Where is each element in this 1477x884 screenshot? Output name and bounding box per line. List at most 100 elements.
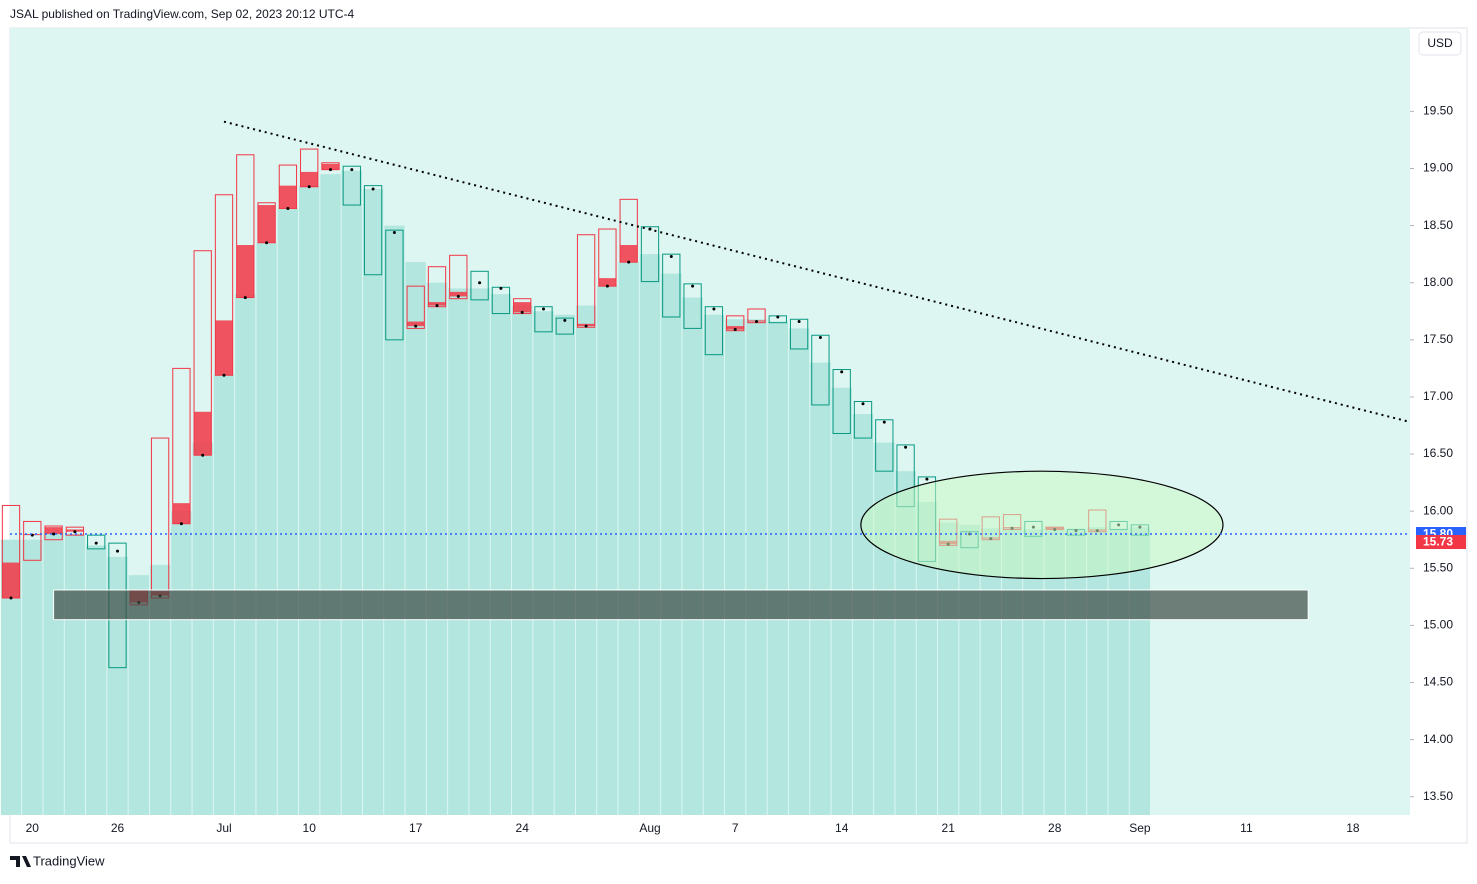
- candle-range: [342, 165, 361, 206]
- close-dot: [584, 324, 588, 328]
- x-tick-label: 28: [1048, 821, 1062, 835]
- close-dot: [179, 522, 183, 526]
- candle-range: [87, 534, 106, 550]
- column: [767, 321, 788, 815]
- y-tick-label: 19.00: [1423, 161, 1453, 175]
- close-dot: [605, 284, 609, 288]
- close-dot: [840, 370, 844, 374]
- candle-range: [470, 270, 489, 301]
- column: [916, 502, 938, 815]
- column: [171, 511, 192, 815]
- close-dot: [797, 320, 801, 324]
- column: [426, 282, 448, 815]
- column: [469, 288, 490, 816]
- publisher: JSAL published on TradingView.com, Sep 0…: [10, 7, 355, 21]
- y-tick-label: 18.00: [1423, 275, 1453, 289]
- candle-body: [194, 411, 212, 456]
- price-label: 15.73: [1423, 535, 1453, 549]
- candle-body: [2, 562, 20, 598]
- candle-range: [640, 226, 660, 283]
- candle-body: [321, 163, 340, 170]
- column: [575, 305, 597, 815]
- column: [512, 305, 533, 815]
- close-dot: [243, 296, 247, 300]
- candle-body: [620, 245, 638, 263]
- candle-body: [172, 503, 191, 524]
- column: [788, 328, 810, 815]
- candle-range: [534, 306, 553, 333]
- close-dot: [371, 187, 375, 191]
- column: [256, 242, 277, 815]
- column: [533, 311, 554, 815]
- close-dot: [222, 373, 226, 377]
- column: [682, 297, 703, 815]
- candle-range: [363, 185, 383, 276]
- column: [299, 185, 320, 816]
- brand: TradingView: [33, 853, 105, 868]
- x-tick-label: 20: [26, 821, 40, 835]
- close-dot: [776, 315, 780, 319]
- column: [64, 534, 86, 815]
- column: [43, 531, 64, 815]
- candle-range: [811, 334, 830, 406]
- candle-range: [662, 253, 681, 318]
- close-dot: [307, 185, 311, 189]
- column: [192, 442, 213, 815]
- y-tick-label: 13.50: [1423, 789, 1453, 803]
- candle-range: [683, 283, 702, 329]
- close-dot: [456, 294, 460, 298]
- column: [107, 556, 128, 815]
- column: [405, 262, 426, 815]
- zone: [53, 589, 1309, 621]
- close-dot: [435, 304, 439, 308]
- column: [86, 545, 107, 815]
- close-dot: [691, 284, 695, 288]
- column: [597, 286, 618, 815]
- candle-range: [23, 520, 42, 561]
- x-tick-label: 17: [409, 821, 423, 835]
- candle-range: [832, 369, 851, 434]
- y-tick-label: 15.00: [1423, 618, 1453, 632]
- x-tick-label: 10: [303, 821, 317, 835]
- candle-range: [875, 419, 894, 472]
- close-dot: [286, 206, 290, 210]
- close-dot: [116, 549, 119, 553]
- x-tick-label: 11: [1240, 821, 1253, 835]
- x-tick-label: 26: [111, 821, 125, 835]
- close-dot: [350, 168, 354, 172]
- close-dot: [52, 532, 56, 536]
- x-tick-label: Sep: [1129, 821, 1151, 835]
- column: [554, 314, 575, 815]
- y-tick-label: 14.50: [1423, 675, 1453, 689]
- y-tick-label: 19.50: [1423, 104, 1453, 118]
- close-dot: [925, 477, 929, 481]
- candle-range: [789, 318, 809, 350]
- candle-range: [704, 306, 724, 356]
- column: [448, 288, 469, 816]
- column: [0, 539, 22, 815]
- candle-body: [215, 320, 233, 376]
- close-dot: [520, 310, 524, 314]
- candle-body: [726, 326, 744, 330]
- column: [22, 539, 43, 815]
- close-dot: [669, 254, 673, 258]
- candle-range: [406, 285, 425, 329]
- candle-body: [428, 302, 446, 306]
- y-tick-label: 15.50: [1423, 560, 1453, 574]
- candle-body: [300, 171, 318, 187]
- column: [362, 189, 384, 815]
- y-tick-label: 18.50: [1423, 218, 1453, 232]
- currency-button[interactable]: [1418, 31, 1462, 56]
- close-dot: [478, 281, 482, 285]
- close-dot: [755, 320, 758, 324]
- close-dot: [818, 336, 822, 340]
- logo: [10, 856, 31, 867]
- close-dot: [265, 241, 269, 245]
- candle-range: [385, 229, 404, 341]
- candle-body: [407, 321, 425, 327]
- currency[interactable]: USD: [1427, 36, 1453, 50]
- candle-body: [236, 245, 254, 298]
- candle-range: [449, 254, 468, 300]
